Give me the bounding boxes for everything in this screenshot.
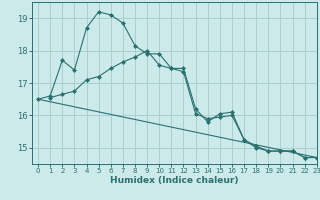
X-axis label: Humidex (Indice chaleur): Humidex (Indice chaleur) [110,176,239,185]
